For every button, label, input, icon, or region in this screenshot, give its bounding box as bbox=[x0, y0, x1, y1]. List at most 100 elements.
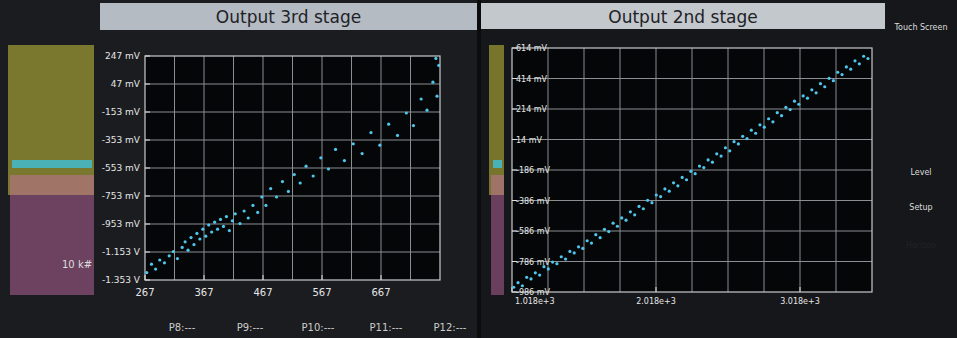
point bbox=[231, 219, 234, 222]
point bbox=[694, 172, 697, 175]
y-tick-label: -553 mV bbox=[102, 163, 141, 173]
point bbox=[642, 207, 645, 210]
y-tick bbox=[145, 56, 150, 57]
point bbox=[715, 152, 718, 155]
x-tick bbox=[263, 275, 264, 280]
point bbox=[264, 204, 267, 207]
point bbox=[849, 68, 852, 71]
point bbox=[186, 249, 189, 252]
y-tick bbox=[145, 112, 150, 113]
x-tick-label: 467 bbox=[253, 287, 272, 298]
point bbox=[858, 62, 861, 65]
point bbox=[260, 195, 263, 198]
point bbox=[396, 134, 399, 137]
point bbox=[586, 239, 589, 242]
point bbox=[754, 132, 757, 135]
point bbox=[207, 223, 210, 226]
point bbox=[293, 173, 296, 176]
y-tick bbox=[145, 84, 150, 85]
point bbox=[435, 95, 438, 98]
x-tick-label: 267 bbox=[135, 287, 154, 298]
point bbox=[806, 97, 809, 100]
point bbox=[555, 262, 558, 265]
y-tick-label: 214 mV bbox=[516, 105, 548, 114]
point bbox=[650, 201, 653, 204]
background bbox=[0, 0, 957, 338]
point bbox=[184, 240, 187, 243]
point bbox=[425, 109, 428, 112]
point bbox=[201, 228, 204, 231]
point bbox=[154, 267, 157, 270]
y-tick bbox=[145, 168, 150, 169]
y-tick-label: -753 mV bbox=[102, 191, 141, 201]
point bbox=[668, 190, 671, 193]
graticule bbox=[512, 200, 872, 201]
point bbox=[624, 219, 627, 222]
point bbox=[853, 59, 856, 62]
point bbox=[815, 91, 818, 94]
x-tick-label: 1.018e+3 bbox=[515, 297, 555, 306]
point bbox=[832, 79, 835, 82]
y-tick-label: 14 mV bbox=[516, 136, 543, 145]
point bbox=[181, 246, 184, 249]
point bbox=[412, 124, 415, 127]
point bbox=[204, 235, 207, 238]
point bbox=[343, 159, 346, 162]
point bbox=[737, 142, 740, 145]
point bbox=[823, 85, 826, 88]
point bbox=[827, 77, 830, 80]
y-tick-label: -1.153 V bbox=[102, 247, 141, 257]
graticule bbox=[145, 224, 440, 225]
point bbox=[659, 195, 662, 198]
point bbox=[247, 216, 250, 219]
point bbox=[767, 117, 770, 120]
point bbox=[819, 82, 822, 85]
point bbox=[195, 232, 198, 235]
x-tick-label: 667 bbox=[371, 287, 390, 298]
point bbox=[663, 187, 666, 190]
graticule bbox=[145, 140, 440, 141]
point bbox=[420, 97, 423, 100]
trace-strip bbox=[491, 175, 504, 295]
point bbox=[702, 166, 705, 169]
point bbox=[251, 204, 254, 207]
x-tick bbox=[381, 275, 382, 280]
point bbox=[763, 126, 766, 129]
point bbox=[741, 135, 744, 138]
graticule bbox=[512, 109, 872, 110]
y-tick bbox=[145, 196, 150, 197]
x-tick bbox=[204, 275, 205, 280]
point bbox=[732, 140, 735, 143]
point bbox=[577, 245, 580, 248]
point bbox=[437, 64, 440, 67]
point bbox=[210, 230, 213, 233]
point bbox=[213, 221, 216, 224]
y-tick bbox=[145, 252, 150, 253]
annotation: Touch Screen bbox=[893, 23, 947, 32]
point bbox=[637, 205, 640, 208]
point bbox=[780, 114, 783, 117]
point bbox=[512, 286, 515, 289]
point bbox=[405, 111, 408, 114]
point bbox=[334, 148, 337, 151]
annotation: P12:--- bbox=[434, 322, 467, 333]
point bbox=[616, 225, 619, 228]
graticule bbox=[512, 261, 872, 262]
annotation: P9:--- bbox=[237, 322, 264, 333]
point bbox=[810, 88, 813, 91]
trace-strip bbox=[489, 45, 504, 195]
point bbox=[150, 263, 153, 266]
point bbox=[711, 161, 714, 164]
point bbox=[590, 241, 593, 244]
y-tick-label: 614 mV bbox=[516, 44, 548, 53]
trace-strip bbox=[12, 160, 92, 168]
point bbox=[646, 199, 649, 202]
point bbox=[607, 230, 610, 233]
point bbox=[603, 228, 606, 231]
y-tick-label: 414 mV bbox=[516, 75, 548, 84]
point bbox=[228, 229, 231, 232]
point bbox=[163, 261, 166, 264]
point bbox=[538, 273, 541, 276]
annotation: P8:--- bbox=[169, 322, 196, 333]
y-tick bbox=[145, 140, 150, 141]
